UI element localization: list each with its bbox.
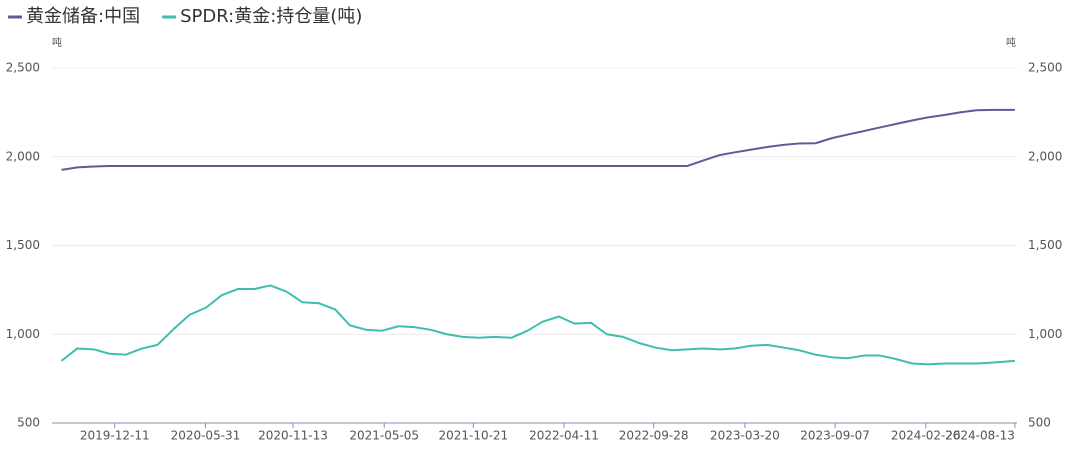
series-line (61, 108, 1015, 171)
y2-tick-label: 500 (1028, 416, 1051, 430)
x-tick-label: 2024-02-26 (891, 429, 961, 443)
x-tick-label: 2023-09-07 (800, 429, 870, 443)
x-tick-label: 2023-03-20 (710, 429, 780, 443)
y-tick-label: 1,000 (6, 327, 40, 341)
x-tick-label: 2024-08-13 (945, 429, 1015, 443)
x-tick-label: 2022-09-28 (619, 429, 689, 443)
x-tick-label: 2021-10-21 (438, 429, 508, 443)
x-tick-label: 2021-05-05 (349, 429, 419, 443)
y2-tick-label: 2,500 (1028, 61, 1062, 75)
legend-label: SPDR:黄金:持仓量(吨) (180, 6, 362, 27)
y-tick-label: 500 (17, 416, 40, 430)
x-tick-label: 2022-04-11 (529, 429, 599, 443)
x-tick-label: 2020-05-31 (171, 429, 241, 443)
y-unit: 吨 (52, 36, 62, 49)
x-tick-label: 2019-12-11 (80, 429, 150, 443)
y-tick-label: 2,000 (6, 149, 40, 163)
y2-tick-label: 1,000 (1028, 327, 1062, 341)
y-tick-label: 2,500 (6, 61, 40, 75)
y2-tick-label: 1,500 (1028, 238, 1062, 252)
x-tick-label: 2020-11-13 (258, 429, 328, 443)
y2-unit: 吨 (1006, 36, 1016, 49)
y-tick-label: 1,500 (6, 238, 40, 252)
series-line (60, 284, 1015, 366)
legend-label: 黄金储备:中国 (26, 6, 140, 27)
y2-tick-label: 2,000 (1028, 149, 1062, 163)
